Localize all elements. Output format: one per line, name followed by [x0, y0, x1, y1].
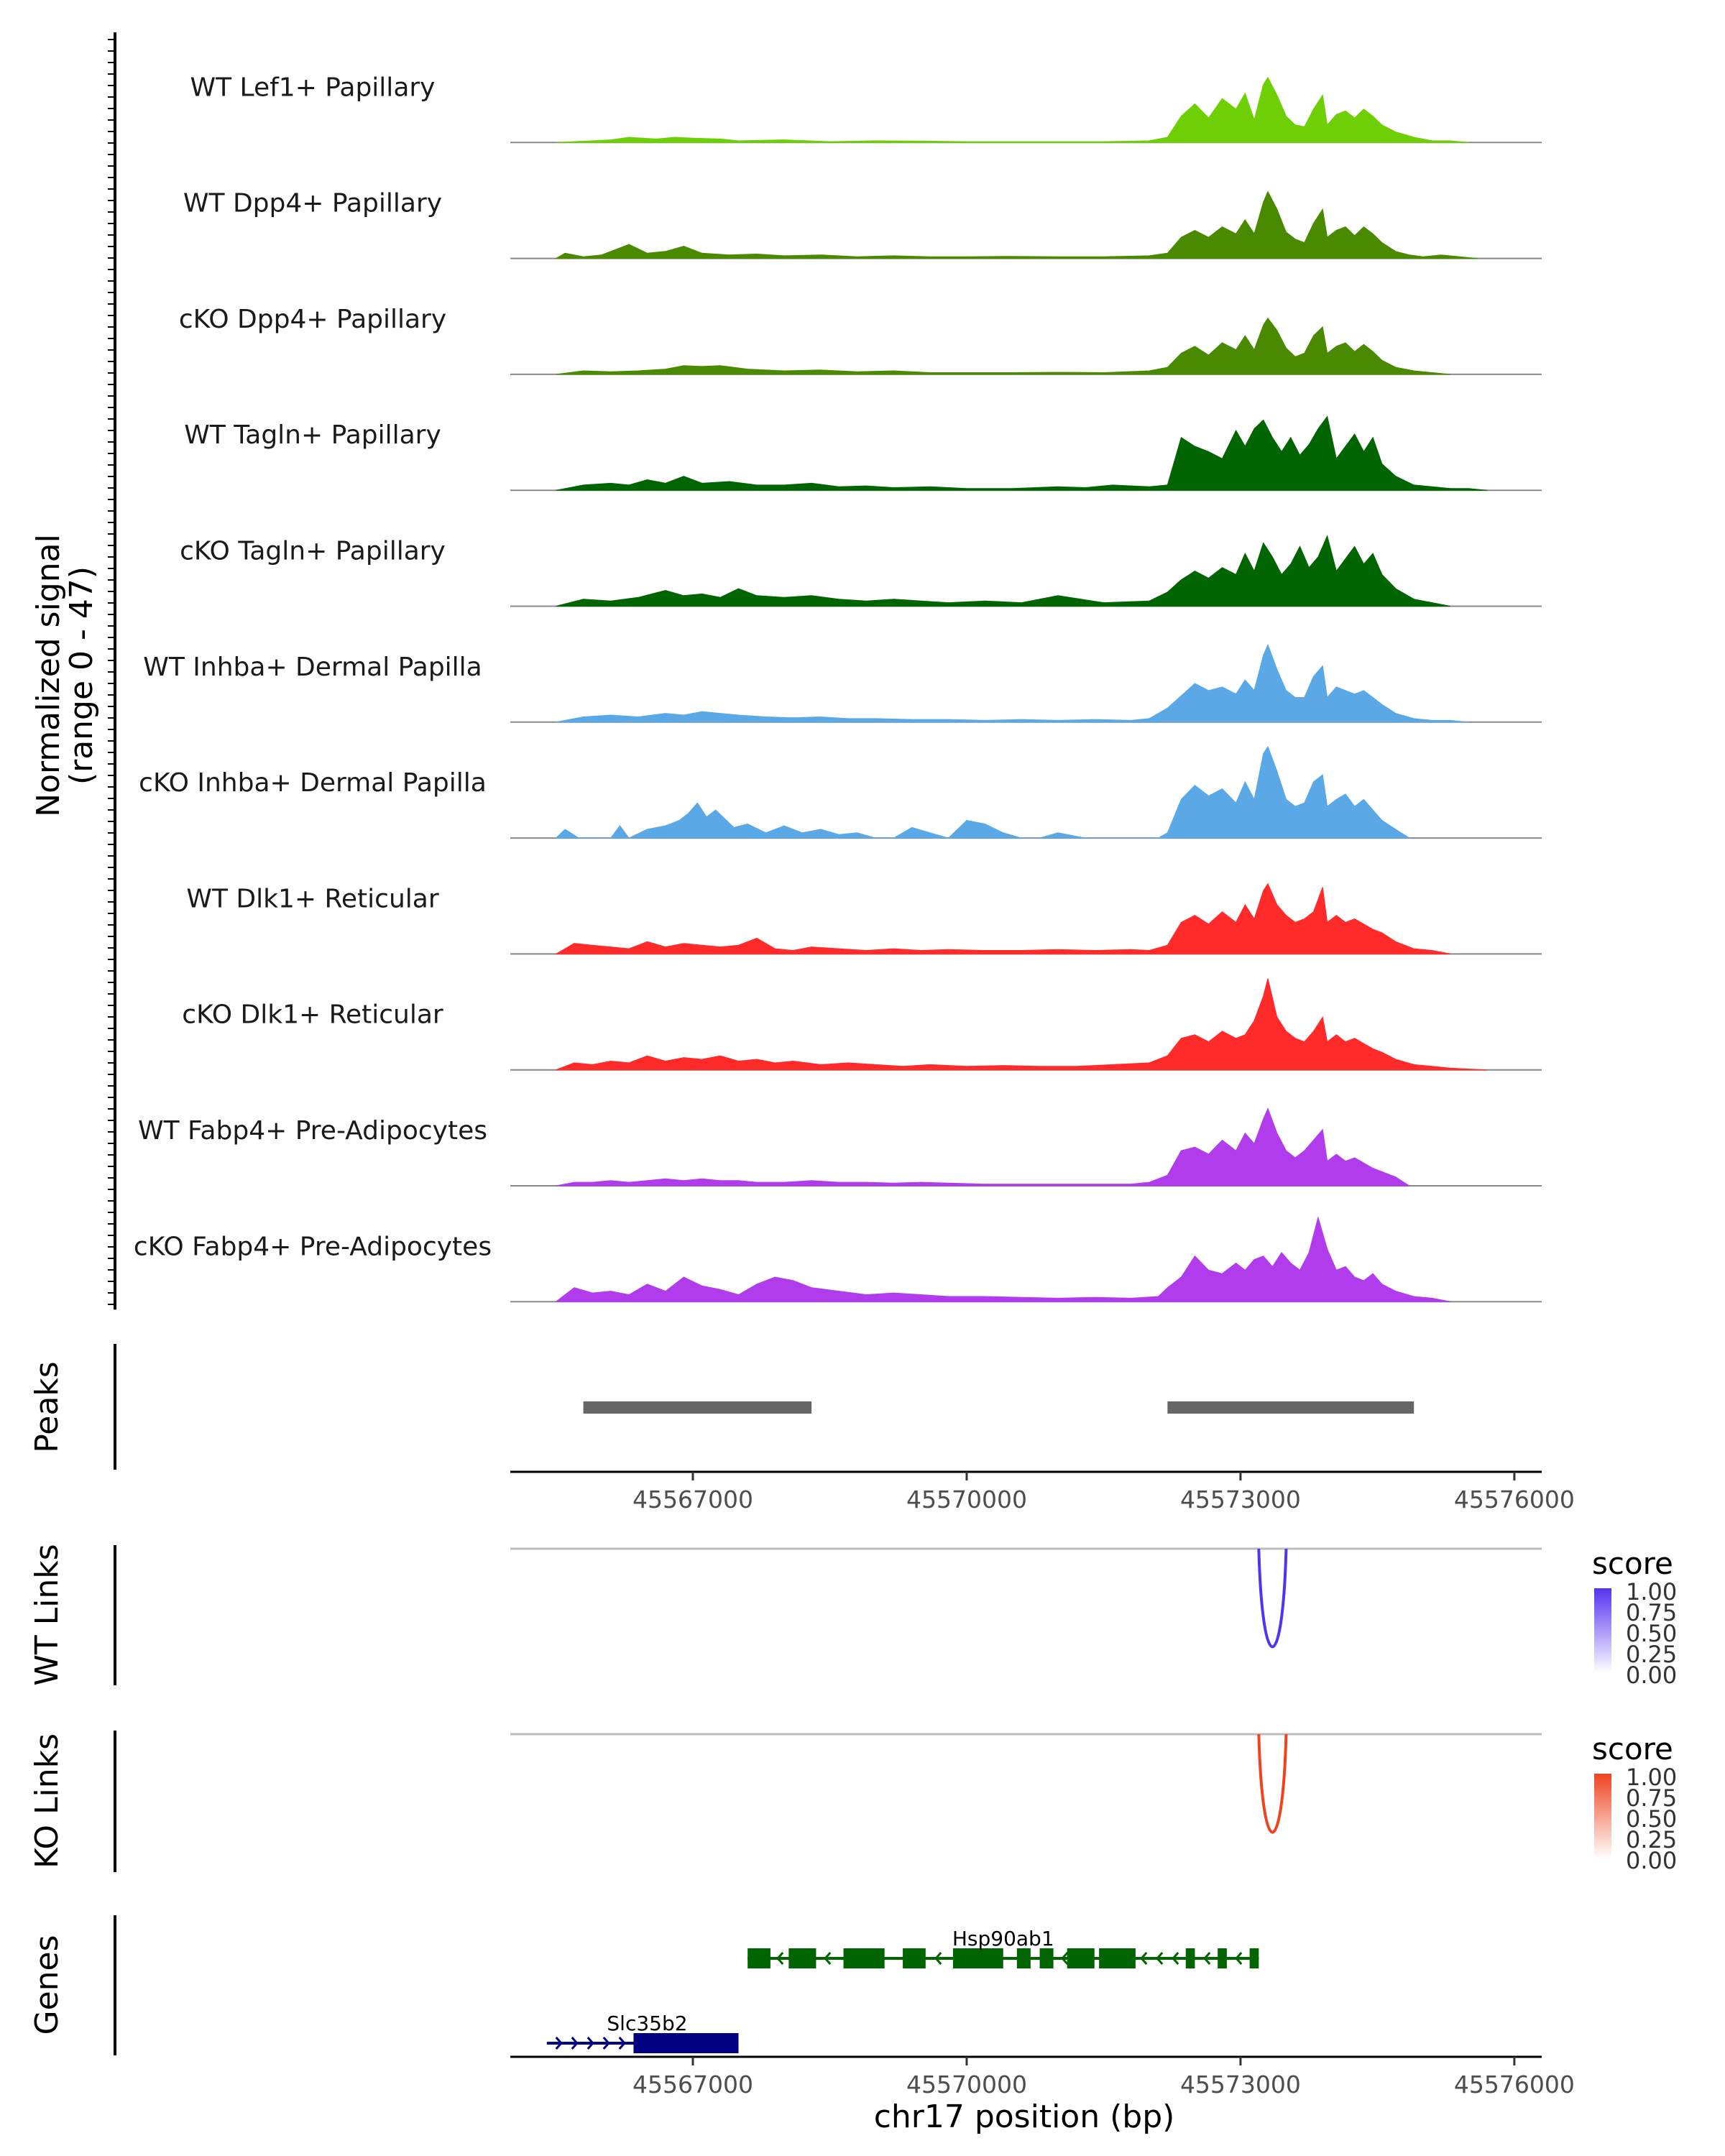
score-legend-tick: 0.00 — [1626, 1847, 1677, 1874]
score-legend-tick: 0.50 — [1626, 1620, 1677, 1647]
x-tick-label: 45567000 — [632, 1485, 753, 1514]
gene-exon — [1249, 1948, 1259, 1968]
score-legend-bar — [1594, 1774, 1611, 1858]
score-legend-tick: 0.25 — [1626, 1826, 1677, 1853]
gene-exon — [843, 1948, 885, 1968]
coverage-area-dlk1 — [556, 978, 1487, 1071]
strand-arrow — [571, 2037, 579, 2050]
score-legend-tick: 0.25 — [1626, 1641, 1677, 1668]
track-label: cKO Inhba+ Dermal Papilla — [139, 768, 487, 798]
track-label: WT Fabp4+ Pre-Adipocytes — [138, 1116, 487, 1146]
score-legend-tick: 0.75 — [1626, 1599, 1677, 1626]
ko-links-track-label: KO Links — [29, 1733, 65, 1869]
peaks-track — [583, 1401, 1414, 1414]
strand-arrow — [1203, 1952, 1211, 1965]
track-label: WT Dpp4+ Papillary — [183, 189, 442, 218]
gene-exon — [1099, 1948, 1136, 1968]
score-legend-tick: 0.75 — [1626, 1784, 1677, 1812]
x-tick-label: 45570000 — [906, 2070, 1027, 2099]
strand-arrow — [1156, 1952, 1164, 1965]
strand-arrow — [824, 1952, 832, 1965]
x-tick-label: 45573000 — [1180, 1485, 1301, 1514]
strand-arrow — [934, 1952, 942, 1965]
strand-arrow — [1061, 1952, 1069, 1965]
coverage-area-dpp4 — [556, 317, 1451, 375]
gene-name-label: Hsp90ab1 — [952, 1927, 1054, 1950]
score-legend-tick: 0.50 — [1626, 1805, 1677, 1833]
x-axis-peaks: 45567000 45570000 45573000 45576000 — [510, 1470, 1575, 1514]
gene-exon — [633, 2033, 739, 2053]
track-label: WT Dlk1+ Reticular — [186, 884, 438, 913]
coverage-area-fabp4 — [555, 1216, 1451, 1302]
gene-exon — [1039, 1948, 1054, 1968]
gene-exon — [788, 1948, 816, 1968]
strand-arrow — [602, 2037, 610, 2050]
genes-track: Hsp90ab1 Slc35b2 — [546, 1927, 1259, 2053]
track-label: WT Tagln+ Papillary — [184, 420, 441, 450]
coverage-tracks: WT Lef1+ Papillary WT Dpp4+ Papillary cKO … — [134, 73, 1542, 1303]
peak-bar — [583, 1401, 812, 1414]
coverage-area-tagln — [556, 415, 1487, 491]
coverage-y-sublabel: (range 0 - 47) — [63, 566, 100, 785]
coverage-y-label: Normalized signal — [30, 534, 67, 817]
coverage-y-axis — [108, 32, 116, 1310]
genes-track-label: Genes — [29, 1935, 65, 2035]
gene-exon — [748, 1948, 770, 1968]
score-legend-tick: 0.00 — [1626, 1662, 1677, 1689]
score-legend-tick: 1.00 — [1626, 1764, 1677, 1791]
track-label: WT Lef1+ Papillary — [190, 73, 436, 102]
gene-exon — [1185, 1948, 1195, 1968]
score-legend-title: score — [1592, 1731, 1673, 1766]
coverage-area-lef1 — [556, 76, 1469, 143]
gene-exon — [1067, 1948, 1095, 1968]
x-tick-label: 45570000 — [906, 1485, 1027, 1514]
coverage-area-inhba — [556, 643, 1469, 723]
link-arc — [1257, 1548, 1288, 1649]
score-legend-title: score — [1592, 1546, 1673, 1581]
link-arc — [1257, 1733, 1288, 1834]
x-tick-label: 45573000 — [1180, 2070, 1301, 2099]
track-label: cKO Tagln+ Papillary — [180, 537, 446, 566]
x-axis-genes: 45567000 45570000 45573000 45576000 — [510, 2055, 1575, 2099]
strand-arrow — [618, 2037, 626, 2050]
peak-bar — [1167, 1401, 1414, 1414]
strand-arrow — [1235, 1952, 1243, 1965]
gene-exon — [1016, 1948, 1031, 1968]
track-label: cKO Fabp4+ Pre-Adipocytes — [134, 1232, 492, 1261]
gene-name-label: Slc35b2 — [607, 2012, 687, 2035]
score-legend-tick: 1.00 — [1626, 1578, 1677, 1606]
coverage-area-dpp4 — [554, 190, 1478, 259]
x-tick-label: 45576000 — [1454, 2070, 1575, 2099]
coverage-area-dlk1 — [554, 883, 1451, 954]
coverage-area-tagln — [556, 535, 1451, 607]
strand-arrow — [1140, 1952, 1148, 1965]
track-label: cKO Dlk1+ Reticular — [182, 1000, 443, 1030]
strand-arrow — [776, 1952, 784, 1965]
gene-exon — [952, 1948, 1003, 1968]
coverage-area-inhba — [555, 745, 1411, 839]
x-tick-label: 45576000 — [1454, 1485, 1575, 1514]
coverage-area-fabp4 — [556, 1107, 1411, 1187]
strand-arrow — [555, 2037, 563, 2050]
score-legend-bar — [1594, 1588, 1611, 1673]
strand-arrow — [1172, 1952, 1179, 1965]
strand-arrow — [586, 2037, 594, 2050]
peaks-track-label: Peaks — [29, 1361, 65, 1452]
track-label: cKO Dpp4+ Papillary — [179, 305, 446, 334]
x-axis-title: chr17 position (bp) — [874, 2099, 1175, 2135]
track-label: WT Inhba+ Dermal Papilla — [143, 653, 482, 682]
gene-exon — [903, 1948, 926, 1968]
gene-exon — [1218, 1948, 1227, 1968]
wt-links-track-label: WT Links — [29, 1544, 65, 1685]
x-tick-label: 45567000 — [632, 2070, 753, 2099]
